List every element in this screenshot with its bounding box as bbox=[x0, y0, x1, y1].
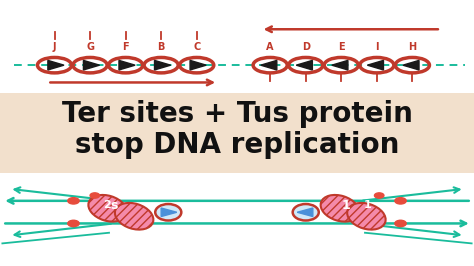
Polygon shape bbox=[296, 60, 312, 70]
Text: E: E bbox=[338, 41, 345, 52]
Circle shape bbox=[68, 220, 79, 227]
Circle shape bbox=[395, 220, 406, 227]
Text: C: C bbox=[193, 41, 201, 52]
Ellipse shape bbox=[155, 204, 181, 221]
Text: stop DNA replication: stop DNA replication bbox=[75, 131, 399, 159]
Polygon shape bbox=[48, 60, 64, 70]
Polygon shape bbox=[161, 208, 177, 217]
Ellipse shape bbox=[115, 203, 154, 230]
Polygon shape bbox=[190, 60, 206, 70]
Text: I: I bbox=[375, 41, 379, 52]
Circle shape bbox=[395, 198, 406, 204]
Ellipse shape bbox=[320, 195, 359, 222]
Ellipse shape bbox=[88, 195, 127, 222]
Polygon shape bbox=[261, 60, 277, 70]
Ellipse shape bbox=[292, 204, 319, 221]
Text: 1: 1 bbox=[364, 200, 371, 210]
Polygon shape bbox=[83, 60, 100, 70]
Circle shape bbox=[90, 193, 100, 198]
Text: H: H bbox=[408, 41, 417, 52]
Polygon shape bbox=[119, 60, 135, 70]
Circle shape bbox=[374, 193, 384, 198]
Polygon shape bbox=[332, 60, 348, 70]
Text: s: s bbox=[110, 199, 118, 212]
Text: B: B bbox=[157, 41, 165, 52]
Polygon shape bbox=[367, 60, 383, 70]
Text: 2: 2 bbox=[103, 200, 110, 210]
Text: A: A bbox=[266, 41, 274, 52]
Polygon shape bbox=[297, 208, 313, 217]
Text: F: F bbox=[122, 41, 129, 52]
Text: J: J bbox=[53, 41, 56, 52]
Polygon shape bbox=[403, 60, 419, 70]
Text: G: G bbox=[86, 41, 94, 52]
Text: D: D bbox=[302, 41, 310, 52]
Polygon shape bbox=[155, 60, 171, 70]
Circle shape bbox=[68, 198, 79, 204]
FancyBboxPatch shape bbox=[0, 93, 474, 173]
Text: Ter sites + Tus protein: Ter sites + Tus protein bbox=[62, 100, 412, 128]
Ellipse shape bbox=[347, 203, 386, 230]
Text: 1: 1 bbox=[342, 199, 350, 212]
